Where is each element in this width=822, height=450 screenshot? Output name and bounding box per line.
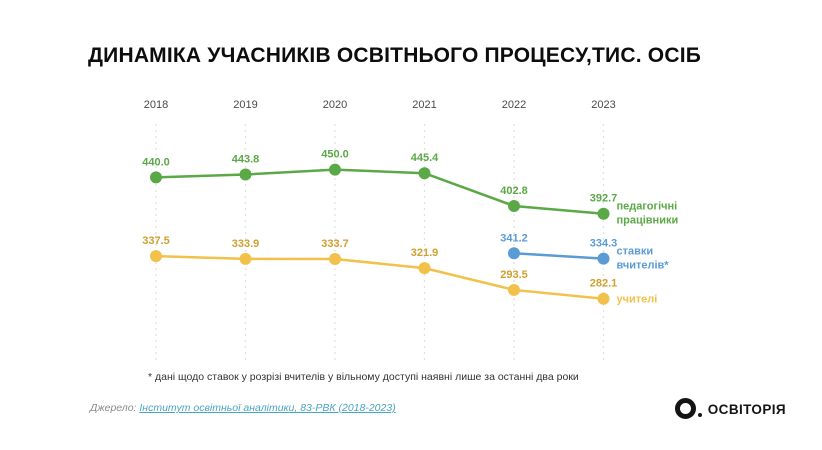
series-legend-label: вчителів* <box>617 260 670 272</box>
data-label: 443.8 <box>232 153 260 165</box>
page-title: ДИНАМІКА УЧАСНИКІВ ОСВІТНЬОГО ПРОЦЕСУ,ТИ… <box>88 44 702 67</box>
year-label: 2020 <box>323 99 347 111</box>
year-label: 2022 <box>502 99 526 111</box>
data-point <box>329 163 341 176</box>
series-legend-label: учителі <box>617 294 658 306</box>
data-label: 321.9 <box>411 247 439 259</box>
data-point <box>418 167 431 180</box>
series-line <box>155 254 604 300</box>
data-point <box>150 250 162 263</box>
data-point <box>239 168 252 181</box>
series-legend-label: працівники <box>617 215 679 227</box>
year-label: 2019 <box>233 99 257 111</box>
data-point <box>508 283 520 296</box>
logo-o-icon <box>674 398 696 419</box>
year-label: 2021 <box>412 99 436 111</box>
data-point <box>597 207 610 220</box>
data-point <box>418 262 431 275</box>
data-point <box>508 199 520 212</box>
osvitoria-logo: ОСВІТОРІЯ <box>674 398 786 419</box>
data-point <box>597 252 610 265</box>
data-label: 450.0 <box>321 149 349 161</box>
data-label: 445.4 <box>411 152 439 164</box>
data-label: 293.5 <box>500 269 528 281</box>
data-label: 440.0 <box>142 156 170 168</box>
data-label: 337.5 <box>142 235 170 247</box>
source-line: Джерело: Інститут освітньої аналітики, 8… <box>90 402 396 414</box>
data-point <box>508 247 520 260</box>
source-link[interactable]: Інститут освітньої аналітики, 83-РВК (20… <box>139 402 396 414</box>
data-label: 341.2 <box>500 232 528 244</box>
series-legend-label: ставки <box>617 246 654 258</box>
data-label: 333.9 <box>232 238 260 250</box>
data-point <box>597 292 610 305</box>
data-label: 333.7 <box>321 238 349 250</box>
footnote: * дані щодо ставок у розрізі вчителів у … <box>148 371 579 383</box>
data-label: 334.3 <box>590 238 618 250</box>
data-point <box>239 252 252 265</box>
series-line <box>155 168 604 215</box>
source-prefix: Джерело: <box>90 402 140 414</box>
logo-wordmark: ОСВІТОРІЯ <box>707 402 786 417</box>
logo-dot-icon <box>697 413 702 417</box>
data-label: 402.8 <box>500 185 528 197</box>
year-label: 2023 <box>591 99 615 111</box>
data-label: 392.7 <box>590 193 618 205</box>
data-label: 282.1 <box>590 278 618 290</box>
year-label: 2018 <box>144 99 168 111</box>
data-point <box>329 253 341 266</box>
data-point <box>150 171 162 184</box>
series-legend-label: педагогічні <box>617 201 678 213</box>
series-line <box>513 252 604 260</box>
